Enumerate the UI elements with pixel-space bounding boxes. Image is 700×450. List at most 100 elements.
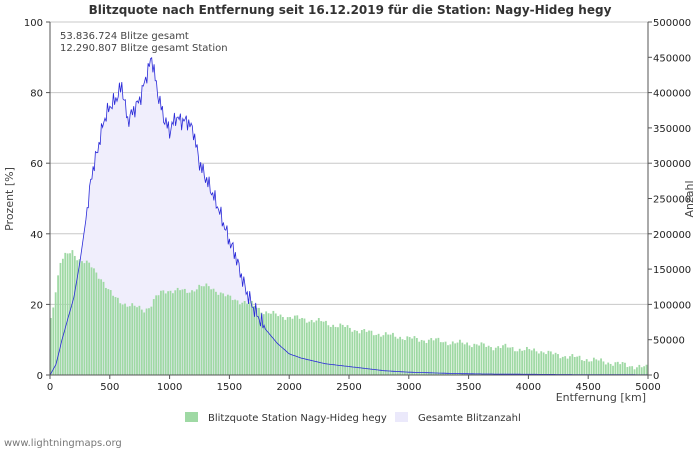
station-bar xyxy=(270,313,272,375)
station-bar xyxy=(207,286,210,375)
station-bar xyxy=(423,340,425,375)
station-bar xyxy=(490,347,492,375)
station-bar xyxy=(420,339,423,375)
station-bar xyxy=(449,344,452,375)
station-bar xyxy=(569,356,571,375)
station-bar xyxy=(112,295,114,375)
station-bar xyxy=(308,321,311,375)
station-bar xyxy=(183,288,186,375)
station-bar xyxy=(238,304,241,375)
station-bar xyxy=(210,289,213,375)
station-bar xyxy=(511,347,514,375)
station-bar xyxy=(564,356,567,375)
station-bar xyxy=(368,330,370,375)
x-tick-label: 1500 xyxy=(217,382,242,393)
y-left-tick-label: 100 xyxy=(24,18,43,29)
station-bar xyxy=(590,361,593,375)
station-bar xyxy=(432,340,435,375)
x-tick-label: 500 xyxy=(100,382,119,393)
station-bar xyxy=(329,326,332,375)
station-bar xyxy=(437,337,440,375)
station-bar xyxy=(296,315,299,375)
station-bar xyxy=(160,290,162,375)
station-bar xyxy=(633,369,636,375)
station-bar xyxy=(435,338,437,375)
station-bar xyxy=(313,322,315,375)
station-bar xyxy=(557,354,559,375)
station-bar xyxy=(215,291,217,375)
station-bar xyxy=(83,263,86,375)
station-bar xyxy=(243,301,246,375)
station-bar xyxy=(105,287,107,375)
station-bar xyxy=(365,331,368,375)
station-bar xyxy=(616,361,619,375)
legend-swatch-station xyxy=(185,412,198,422)
legend-label-total: Gesamte Blitzanzahl xyxy=(418,413,521,424)
station-bar xyxy=(542,352,545,375)
annotation-total: 53.836.724 Blitze gesamt xyxy=(60,31,189,42)
station-bar xyxy=(265,311,268,375)
station-bar xyxy=(234,299,236,375)
station-bar xyxy=(227,294,229,375)
station-bar xyxy=(310,319,313,375)
station-bar xyxy=(66,253,69,375)
station-bar xyxy=(73,255,76,375)
station-bar xyxy=(71,250,74,375)
station-bar xyxy=(136,307,138,375)
station-bar xyxy=(116,297,119,375)
station-bar xyxy=(344,326,347,375)
station-bar xyxy=(392,332,394,375)
station-bar xyxy=(138,305,141,375)
station-bar xyxy=(427,339,430,375)
station-bar xyxy=(356,330,358,375)
y-right-tick-label: 450000 xyxy=(653,53,691,64)
y-left-label: Prozent [%] xyxy=(3,167,16,231)
station-bar xyxy=(478,345,480,375)
station-bar xyxy=(222,293,225,375)
station-bar xyxy=(272,310,275,375)
station-bar xyxy=(176,287,179,375)
station-bar xyxy=(459,339,461,375)
station-bar xyxy=(191,290,193,375)
total-line xyxy=(49,57,648,376)
station-bar xyxy=(547,350,550,375)
station-bar xyxy=(509,347,512,375)
station-bar xyxy=(554,352,557,375)
station-bar xyxy=(93,268,95,375)
station-bar xyxy=(301,317,303,375)
station-bar xyxy=(372,335,375,375)
station-bar xyxy=(430,338,433,375)
station-bar xyxy=(497,346,500,375)
station-bar xyxy=(179,290,181,375)
station-bar xyxy=(609,363,612,375)
station-bar xyxy=(461,342,464,375)
station-bar xyxy=(76,260,79,375)
station-bar xyxy=(69,253,71,375)
station-bar xyxy=(284,319,287,375)
station-bar xyxy=(600,358,602,375)
station-bar xyxy=(279,314,282,375)
station-bar xyxy=(631,366,634,375)
station-bar xyxy=(241,302,244,375)
station-bar xyxy=(571,354,574,375)
station-bar xyxy=(229,295,232,375)
station-bar xyxy=(78,259,81,375)
station-bar xyxy=(614,362,617,375)
station-bar xyxy=(303,318,306,375)
station-bar xyxy=(408,337,411,375)
station-bar xyxy=(521,350,524,375)
station-bar xyxy=(322,321,325,375)
station-bar xyxy=(377,333,380,375)
station-bar xyxy=(81,261,83,375)
station-bar xyxy=(61,258,64,375)
station-bar xyxy=(217,294,220,375)
station-bar xyxy=(262,314,265,375)
station-bar xyxy=(50,318,52,375)
station-bar xyxy=(540,351,543,375)
station-bar xyxy=(327,325,330,375)
station-bar xyxy=(305,322,308,375)
station-bar xyxy=(274,313,277,375)
station-bar xyxy=(253,305,256,375)
station-bar xyxy=(612,365,614,375)
